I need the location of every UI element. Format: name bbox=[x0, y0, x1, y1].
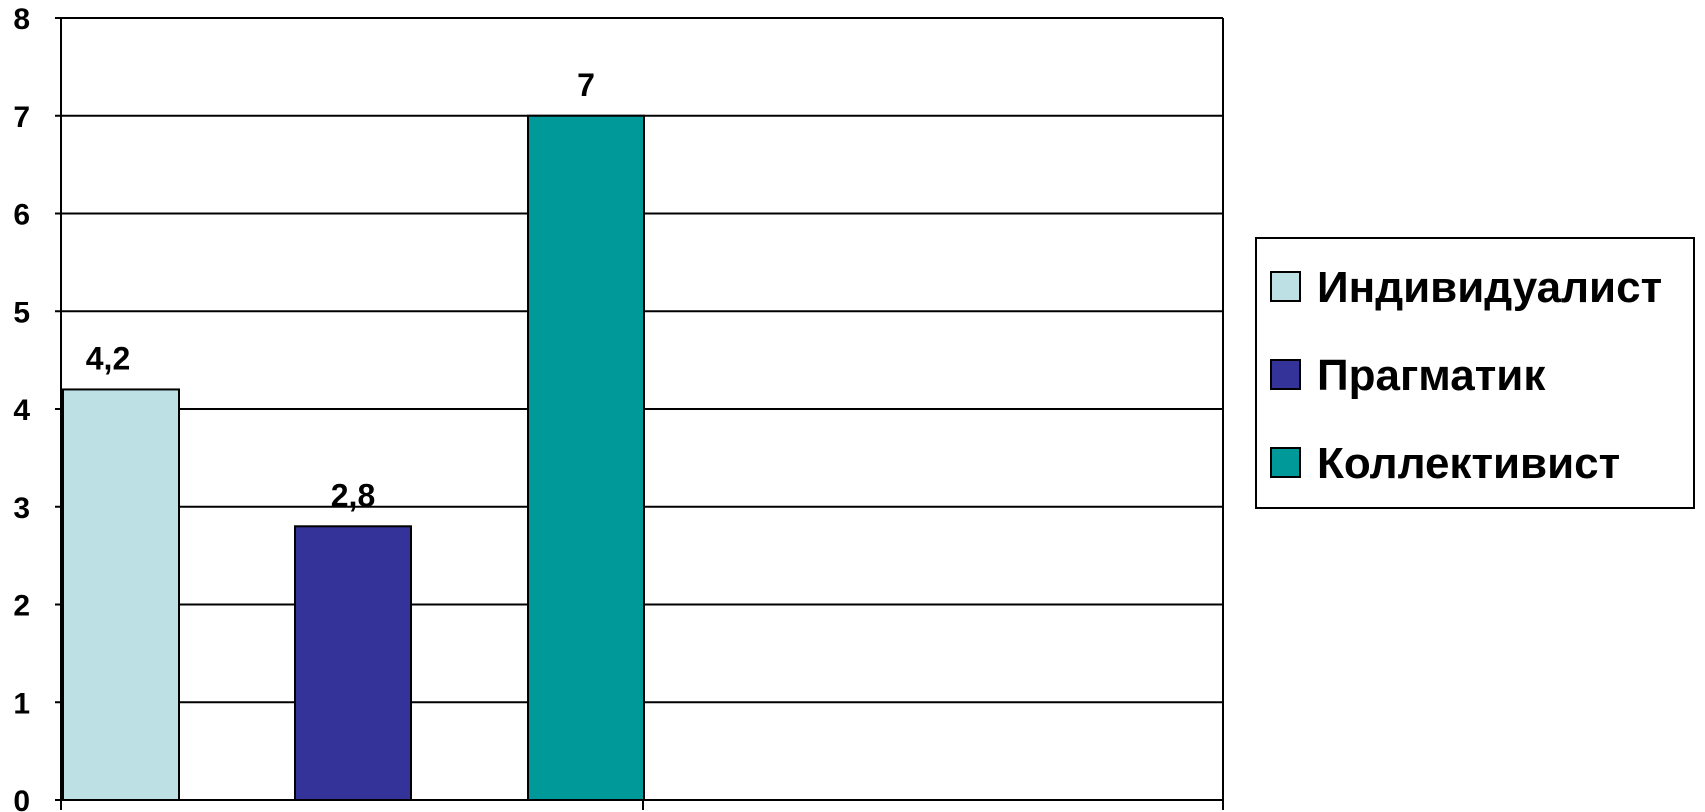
data-label: 7 bbox=[577, 67, 595, 103]
legend-label: Коллективист bbox=[1317, 439, 1620, 488]
legend: Индивидуалист Прагматик Коллективист bbox=[1255, 237, 1695, 509]
y-tick-label: 1 bbox=[13, 687, 30, 720]
y-tick-label: 8 bbox=[13, 3, 30, 36]
legend-swatch bbox=[1270, 271, 1301, 302]
y-tick-label: 3 bbox=[13, 492, 30, 525]
legend-swatch bbox=[1270, 359, 1301, 390]
legend-swatch bbox=[1270, 447, 1301, 478]
y-tick-label: 0 bbox=[13, 785, 30, 812]
y-tick-label: 2 bbox=[13, 590, 30, 623]
y-tick-label: 5 bbox=[13, 296, 30, 329]
y-tick-label: 7 bbox=[13, 101, 30, 134]
bar-1 bbox=[62, 388, 180, 801]
bar-2 bbox=[294, 525, 412, 801]
data-label: 2,8 bbox=[331, 477, 375, 513]
legend-label: Индивидуалист bbox=[1317, 263, 1662, 312]
y-tick-label: 4 bbox=[13, 394, 30, 427]
y-tick-labels: 0 1 2 3 4 5 6 7 8 bbox=[13, 3, 30, 812]
legend-label: Прагматик bbox=[1317, 351, 1546, 400]
data-labels: 4,2 2,8 7 bbox=[86, 67, 595, 514]
bars bbox=[62, 114, 645, 801]
bar-3 bbox=[527, 114, 645, 801]
legend-box bbox=[1255, 237, 1695, 509]
axes bbox=[55, 17, 1224, 810]
y-tick-label: 6 bbox=[13, 199, 30, 232]
data-label: 4,2 bbox=[86, 340, 130, 376]
